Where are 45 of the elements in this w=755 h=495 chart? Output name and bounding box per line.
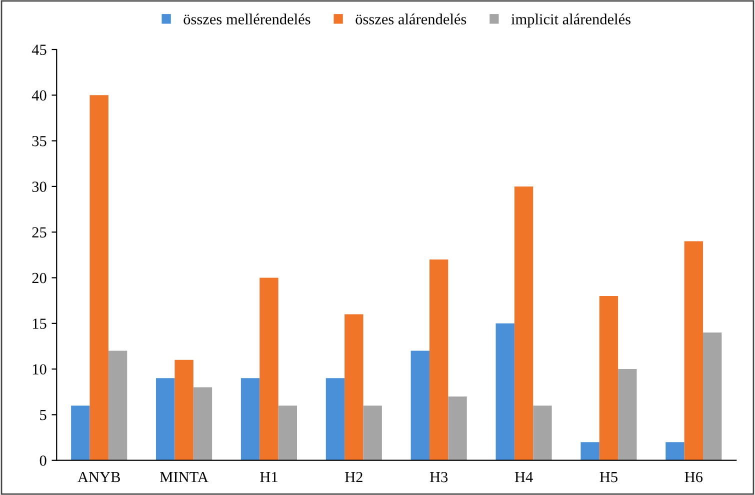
bar: [193, 387, 212, 460]
y-tick-label: 40: [32, 90, 46, 101]
bar: [410, 350, 430, 460]
y-tick-label: 45: [32, 44, 46, 55]
bar: [278, 406, 297, 460]
bar: [703, 332, 722, 460]
y-tick-label: 10: [32, 364, 46, 374]
bar: [108, 350, 128, 460]
bar: [514, 186, 534, 460]
y-tick-label: 35: [32, 136, 46, 146]
y-tick-label: 15: [32, 318, 46, 329]
legend-label: összes alárendelés: [356, 14, 466, 24]
y-tick-label: 5: [40, 410, 46, 420]
x-tick-label: ANYB: [78, 472, 120, 482]
bar: [618, 369, 637, 460]
x-tick-label: H5: [600, 472, 618, 482]
x-tick-label: H6: [684, 472, 703, 482]
y-tick-label: 30: [32, 182, 46, 192]
legend-label: összes mellérendelés: [184, 14, 310, 24]
bar: [580, 442, 600, 460]
bar: [156, 378, 175, 460]
bar: [326, 378, 345, 460]
bar: [174, 360, 194, 460]
x-tick-label: H4: [514, 472, 533, 482]
x-tick-label: H3: [430, 472, 448, 482]
bar: [71, 406, 90, 460]
bar: [90, 95, 108, 460]
bar: [533, 406, 552, 460]
x-tick-label: MINTA: [160, 472, 208, 482]
y-tick-label: 0: [40, 455, 46, 466]
bar: [240, 378, 260, 460]
legend-label: implicit alárendelés: [511, 14, 630, 28]
y-tick-label: 25: [32, 227, 46, 238]
y-tick-label: 20: [32, 272, 46, 284]
bar: [363, 406, 382, 460]
bar: [496, 323, 514, 460]
x-tick-label: H1: [260, 472, 278, 482]
bar: [448, 396, 467, 460]
bar: [684, 241, 703, 460]
x-tick-label: H2: [345, 472, 362, 482]
bar: [430, 259, 448, 460]
bar: [260, 278, 278, 460]
bar: [666, 442, 684, 460]
bar: [599, 296, 618, 460]
bar: [344, 314, 364, 460]
